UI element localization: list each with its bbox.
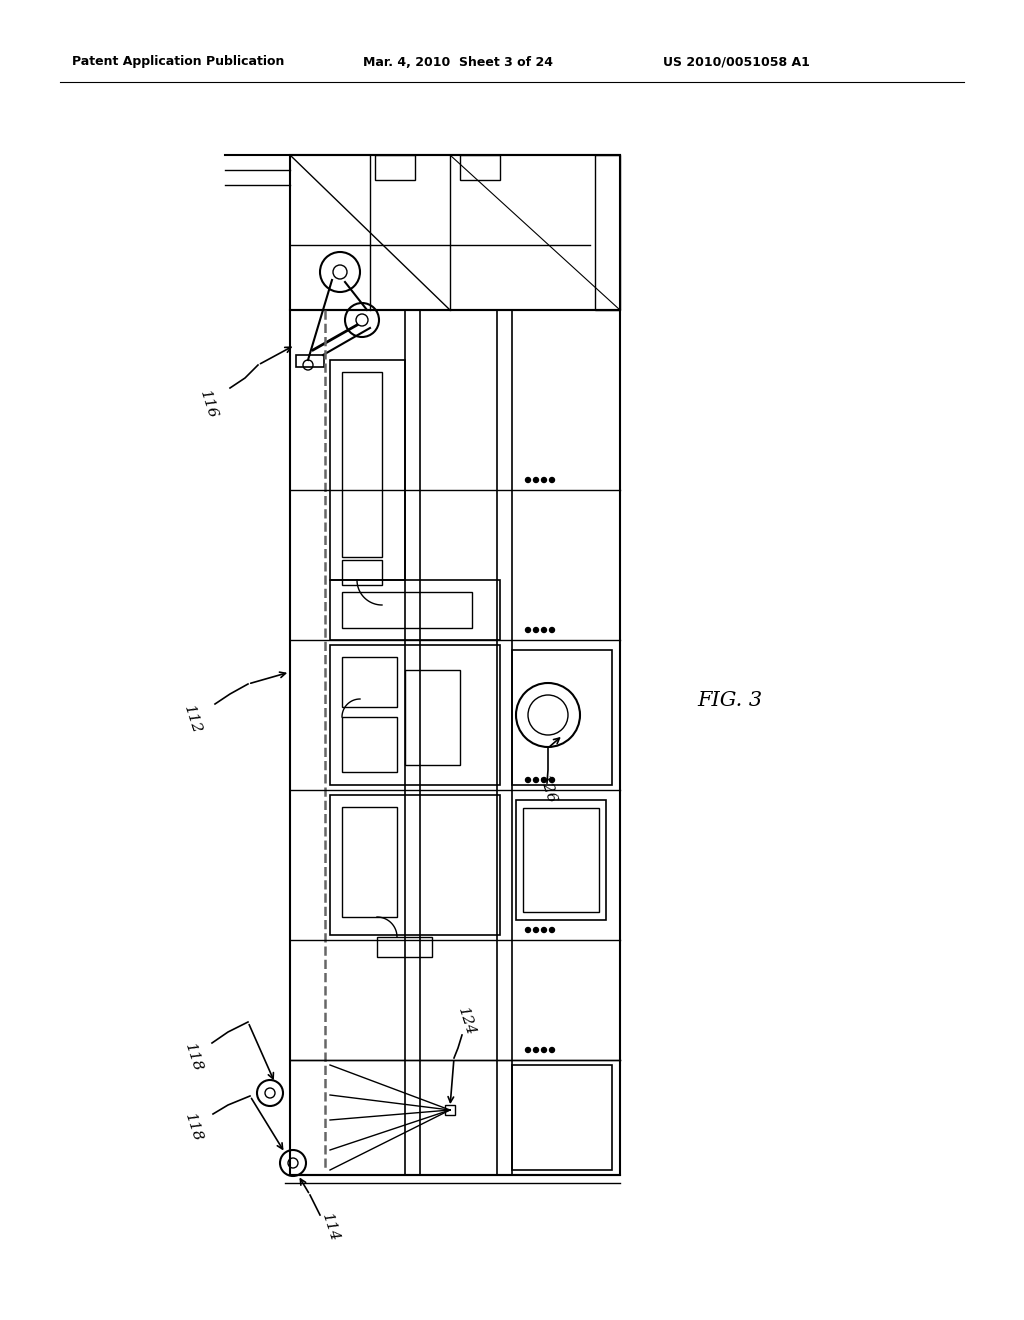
Circle shape (550, 478, 555, 483)
Text: Mar. 4, 2010  Sheet 3 of 24: Mar. 4, 2010 Sheet 3 of 24 (362, 55, 553, 69)
Bar (516, 800, 606, 920)
Text: 116: 116 (197, 389, 219, 421)
Circle shape (550, 1048, 555, 1052)
Circle shape (534, 627, 539, 632)
Bar (330, 579, 500, 640)
Bar (330, 645, 500, 785)
Bar (342, 560, 382, 585)
Text: 114: 114 (318, 1212, 341, 1243)
Text: 112: 112 (181, 704, 203, 737)
Bar (330, 795, 500, 935)
Bar (460, 154, 500, 180)
Circle shape (534, 478, 539, 483)
Bar (445, 1105, 455, 1115)
Bar (342, 717, 397, 772)
Circle shape (534, 777, 539, 783)
Bar (296, 355, 324, 367)
Circle shape (525, 1048, 530, 1052)
Circle shape (525, 928, 530, 932)
Text: 118: 118 (182, 1041, 204, 1074)
Text: 126: 126 (536, 774, 558, 807)
Circle shape (534, 1048, 539, 1052)
Bar (330, 360, 406, 579)
Bar (406, 671, 460, 766)
Circle shape (550, 928, 555, 932)
Circle shape (534, 928, 539, 932)
Bar (512, 649, 612, 785)
Bar (342, 372, 382, 557)
Bar (342, 657, 397, 708)
Circle shape (550, 777, 555, 783)
Bar (342, 807, 397, 917)
Text: FIG. 3: FIG. 3 (697, 690, 763, 710)
Circle shape (542, 777, 547, 783)
Bar (595, 154, 620, 310)
Circle shape (550, 627, 555, 632)
Bar (290, 154, 620, 310)
Text: 118: 118 (182, 1111, 204, 1144)
Circle shape (525, 777, 530, 783)
Circle shape (542, 1048, 547, 1052)
Bar (342, 591, 472, 628)
Text: Patent Application Publication: Patent Application Publication (72, 55, 285, 69)
Bar (290, 310, 620, 1175)
Bar (375, 154, 415, 180)
Text: 124: 124 (455, 1006, 477, 1038)
Text: US 2010/0051058 A1: US 2010/0051058 A1 (663, 55, 810, 69)
Circle shape (542, 928, 547, 932)
Circle shape (525, 627, 530, 632)
Circle shape (525, 478, 530, 483)
Bar (377, 937, 432, 957)
Bar (512, 1065, 612, 1170)
Circle shape (542, 627, 547, 632)
Circle shape (542, 478, 547, 483)
Bar (523, 808, 599, 912)
